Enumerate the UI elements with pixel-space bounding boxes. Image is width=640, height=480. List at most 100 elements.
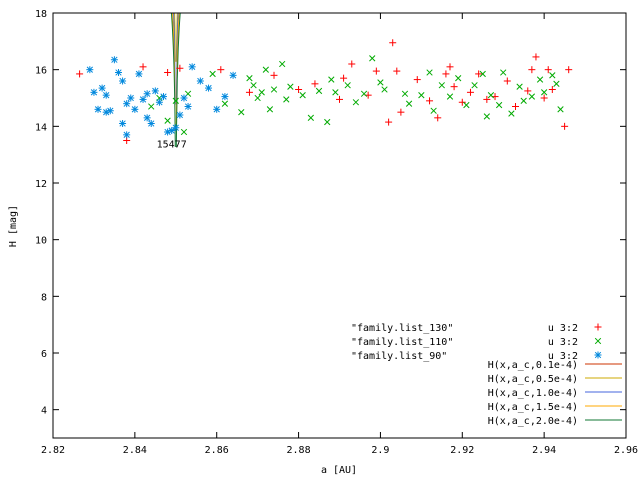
legend-series-using: u 3:2 [548, 337, 578, 348]
data-point [135, 70, 143, 78]
data-point [295, 86, 303, 93]
marker-stroke [221, 93, 229, 100]
data-point [381, 86, 388, 93]
data-point [458, 98, 466, 106]
data-point [324, 118, 331, 126]
data-point [434, 114, 442, 122]
marker-stroke [463, 101, 470, 109]
data-point [426, 97, 434, 105]
y-tick-label: 12 [35, 179, 47, 190]
marker-stroke [172, 124, 179, 131]
marker-stroke [229, 72, 237, 79]
legend-series-name: "family.list_110" [351, 337, 453, 348]
data-point [86, 66, 94, 74]
marker-stroke [405, 100, 413, 107]
data-point [413, 76, 421, 84]
y-tick-label: 14 [35, 122, 47, 133]
marker-stroke [594, 351, 602, 359]
data-point [348, 60, 356, 68]
marker-stroke [197, 77, 204, 85]
marker-stroke [103, 92, 110, 99]
marker-stroke [119, 120, 126, 127]
marker-stroke [487, 92, 495, 99]
x-tick-label: 2.86 [205, 445, 229, 456]
legend-curve-name: H(x,a_c,1.5e-4) [488, 402, 578, 413]
marker-stroke [508, 110, 515, 117]
data-point [405, 100, 413, 107]
annotation-label: 15477 [157, 140, 187, 151]
marker-stroke [143, 90, 151, 97]
data-point [446, 63, 454, 71]
marker-stroke [172, 97, 179, 104]
marker-stroke [115, 69, 122, 76]
data-point [139, 63, 147, 71]
data-point [446, 93, 454, 100]
marker-stroke [369, 55, 376, 62]
legend-series-using: u 3:2 [548, 351, 578, 362]
data-point [540, 89, 548, 96]
data-point [94, 105, 102, 113]
data-point [209, 70, 216, 78]
legend-marker [594, 323, 602, 331]
marker-stroke [213, 106, 220, 113]
data-point [283, 96, 290, 103]
data-point [544, 66, 552, 74]
data-point [221, 100, 229, 107]
marker-stroke [381, 86, 388, 93]
data-point [164, 69, 172, 76]
marker-stroke [332, 89, 339, 96]
marker-stroke [180, 128, 188, 136]
legend-series-using: u 3:2 [548, 323, 578, 334]
data-point [76, 70, 84, 78]
marker-stroke [307, 114, 315, 121]
marker-stroke [479, 70, 486, 78]
data-point [123, 131, 131, 139]
data-point [401, 90, 409, 97]
data-point [246, 75, 253, 82]
marker-stroke [377, 79, 384, 86]
marker-stroke [148, 120, 155, 127]
marker-stroke [119, 77, 126, 85]
data-point [397, 108, 405, 116]
data-point [155, 98, 163, 106]
data-point [131, 105, 139, 113]
y-tick-label: 6 [41, 349, 47, 360]
marker-stroke [446, 93, 454, 100]
x-tick-label: 2.82 [41, 445, 65, 456]
data-point [311, 80, 319, 88]
x-tick-label: 2.96 [614, 445, 638, 456]
data-point [176, 64, 184, 72]
marker-stroke [98, 84, 106, 92]
marker-stroke [315, 87, 323, 95]
marker-stroke [344, 82, 351, 89]
data-point [270, 86, 278, 93]
data-point [455, 75, 462, 82]
data-point [528, 93, 536, 100]
marker-stroke [516, 83, 523, 90]
data-point [369, 55, 376, 62]
data-point [442, 70, 450, 78]
marker-stroke [123, 100, 130, 107]
data-point [143, 90, 151, 98]
data-point [389, 39, 397, 47]
legend-marker [594, 351, 602, 359]
data-point [466, 88, 474, 96]
data-point [430, 107, 437, 114]
data-point [336, 95, 343, 103]
data-point [151, 87, 159, 95]
marker-stroke [270, 86, 278, 93]
marker-stroke [189, 63, 196, 70]
data-point [500, 69, 507, 76]
marker-stroke [127, 94, 134, 102]
x-axis-label: a [AU] [321, 465, 357, 476]
marker-stroke [180, 94, 188, 102]
marker-stroke [528, 93, 536, 100]
marker-stroke [164, 117, 171, 124]
marker-stroke [324, 118, 331, 126]
marker-stroke [135, 70, 143, 78]
data-point [221, 93, 229, 101]
data-point [205, 84, 213, 92]
data-point [123, 100, 131, 108]
marker-stroke [258, 89, 265, 96]
